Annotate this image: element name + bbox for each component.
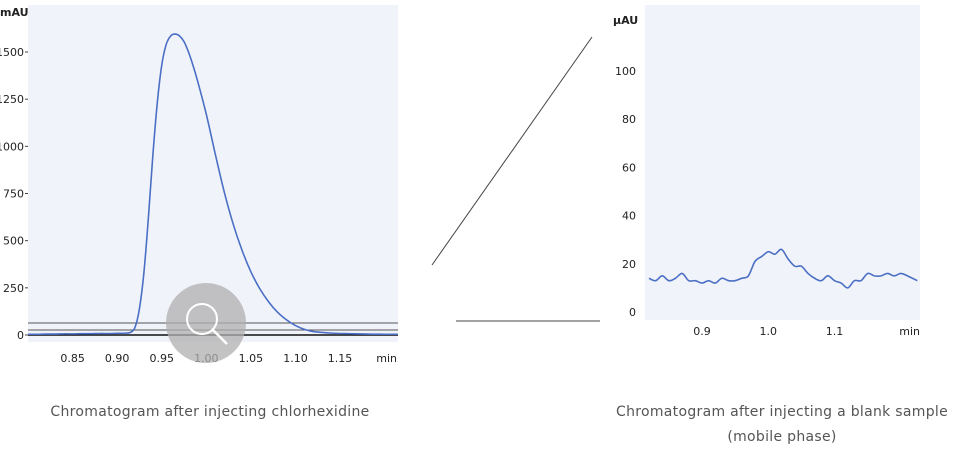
magnifier-icon[interactable] — [166, 283, 246, 363]
x-axis-label: min — [376, 352, 397, 365]
x-tick-label: 1.05 — [239, 352, 264, 365]
left-chart-title: Chromatogram after injecting chlorhexidi… — [50, 404, 370, 420]
x-tick-label: 1.0 — [760, 325, 778, 338]
y-axis-label: mAU — [0, 6, 29, 19]
x-tick-label: 1.1 — [826, 325, 844, 338]
x-tick-label: 1.10 — [283, 352, 308, 365]
right-chart-subtitle: (mobile phase) — [727, 429, 837, 445]
right-chart: 0 20 40 60 80 100 0.9 1.0 1.1 min µAU — [613, 14, 920, 338]
x-tick-label: 0.95 — [149, 352, 174, 365]
left-chart: 02505007501000125015000.850.900.951.001.… — [0, 6, 399, 365]
x-tick-label: 0.85 — [60, 352, 85, 365]
connector-line-upper — [431, 36, 593, 266]
right-chart-title: Chromatogram after injecting a blank sam… — [616, 404, 948, 420]
y-axis-label: µAU — [613, 14, 638, 27]
y-tick-label: 1250 — [0, 93, 24, 106]
x-tick-label: 1.15 — [328, 352, 353, 365]
y-tick-label: 40 — [622, 210, 636, 223]
y-tick-label: 100 — [615, 65, 636, 78]
y-tick-label: 0 — [629, 306, 636, 319]
y-tick-label: 500 — [3, 235, 24, 248]
x-tick-label: 0.9 — [693, 325, 711, 338]
y-tick-label: 1500 — [0, 46, 24, 59]
y-tick-label: 80 — [622, 113, 636, 126]
y-tick-label: 750 — [3, 188, 24, 201]
right-plot-area — [645, 5, 920, 320]
y-tick-label: 20 — [622, 258, 636, 271]
y-tick-label: 250 — [3, 282, 24, 295]
x-axis-label: min — [899, 325, 920, 338]
x-tick-label: 0.90 — [105, 352, 130, 365]
y-tick-label: 0 — [17, 329, 24, 342]
y-tick-label: 60 — [622, 161, 636, 174]
series-line — [27, 33, 399, 336]
series-line — [648, 248, 918, 289]
